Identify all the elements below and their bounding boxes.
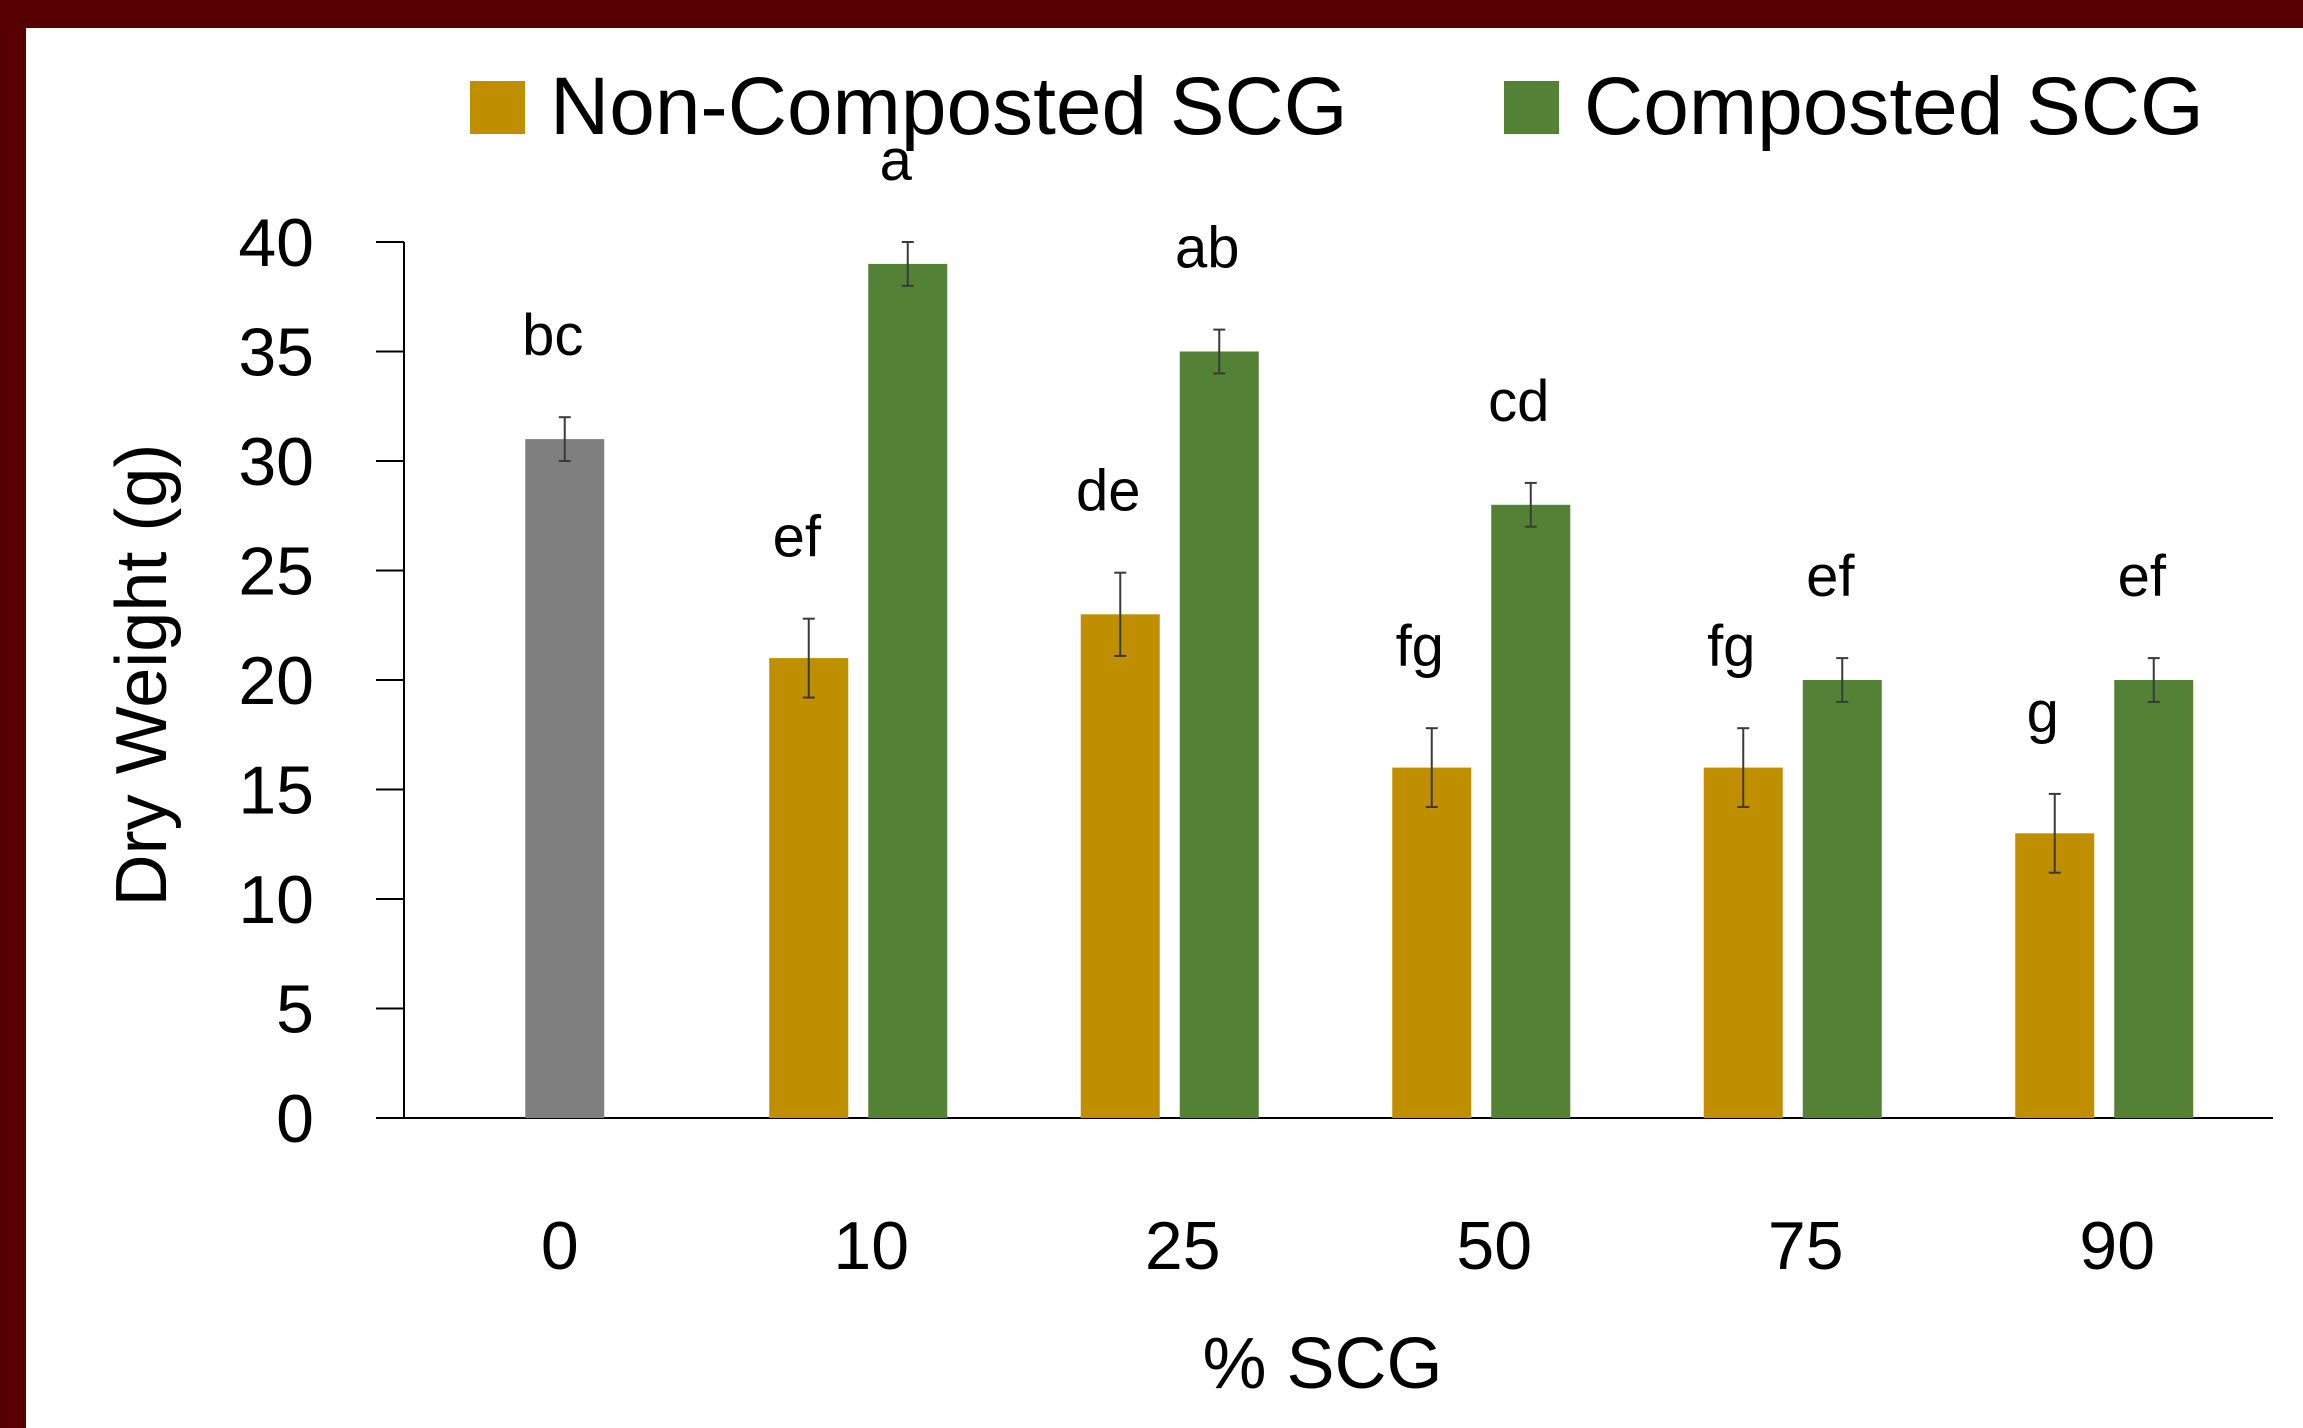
bar-chart: Non-Composted SCG Composted SCG 0 5 10 15 20…: [102, 61, 2273, 1404]
legend-swatch-non-composted: [470, 81, 525, 134]
composted-bar: [1802, 680, 1882, 1118]
x-tick-label: 25: [1145, 1208, 1221, 1284]
figure-panel: Non-Composted SCG Composted SCG 0 5 10 15 20…: [26, 28, 2303, 1428]
legend-label-non-composted: Non-Composted SCG: [550, 61, 1348, 152]
y-tick-label: 5: [276, 972, 314, 1048]
legend-label-composted: Composted SCG: [1584, 61, 2204, 152]
y-tick-label: 40: [238, 205, 314, 281]
legend-swatch-composted: [1504, 81, 1559, 134]
non-composted-bar: [1392, 767, 1472, 1118]
y-axis: 0 5 10 15 20 25 30 35 40: [238, 205, 405, 1157]
composted-significance-letter: cd: [1488, 369, 1549, 434]
composted-bar: [868, 263, 948, 1118]
x-tick-label: 90: [2079, 1208, 2155, 1284]
composted-bar: [1179, 351, 1259, 1118]
composted-significance-letter: ef: [2118, 544, 2167, 609]
composted-significance-letter: ef: [1806, 544, 1855, 609]
control-bar: [525, 439, 605, 1119]
x-axis-title: % SCG: [1202, 1324, 1442, 1404]
y-tick-label: 10: [238, 862, 314, 938]
composted-bar: [2114, 680, 2194, 1118]
x-tick-label: 50: [1456, 1208, 1532, 1284]
non-composted-significance-letter: de: [1076, 459, 1141, 524]
composted-bar: [1491, 504, 1571, 1118]
x-tick-label: 10: [833, 1208, 909, 1284]
x-tick-label: 75: [1768, 1208, 1844, 1284]
non-composted-significance-letter: fg: [1707, 614, 1755, 679]
non-composted-bar: [1703, 767, 1783, 1118]
x-tick-label: 0: [541, 1208, 579, 1284]
bars: bc ef de fg fg g a ab cd ef ef: [522, 128, 2194, 1119]
y-axis-title: Dry Weight (g): [102, 444, 182, 907]
y-tick-label: 20: [238, 643, 314, 719]
y-tick-label: 35: [238, 315, 314, 391]
x-axis: 0 10 25 50 75 90: [404, 1117, 2273, 1284]
y-tick-label: 15: [238, 753, 314, 829]
non-composted-significance-letter: ef: [773, 505, 822, 570]
non-composted-significance-letter: g: [2027, 680, 2059, 745]
legend: Non-Composted SCG Composted SCG: [470, 61, 2204, 152]
y-tick-label: 25: [238, 534, 314, 610]
non-composted-bar: [2015, 833, 2095, 1118]
non-composted-bar: [769, 658, 849, 1118]
composted-significance-letter: a: [880, 128, 913, 193]
y-tick-label: 0: [276, 1081, 314, 1157]
control-significance-letter: bc: [522, 303, 583, 368]
composted-significance-letter: ab: [1175, 216, 1240, 281]
non-composted-significance-letter: fg: [1396, 614, 1444, 679]
y-tick-label: 30: [238, 424, 314, 500]
non-composted-bar: [1080, 614, 1160, 1118]
